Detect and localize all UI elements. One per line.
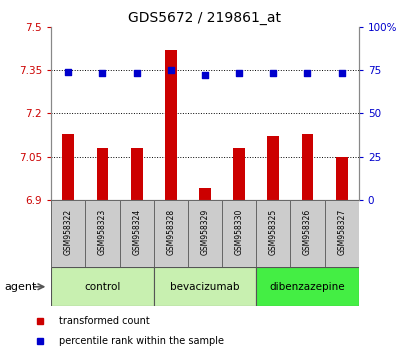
Bar <box>153 200 187 267</box>
Bar <box>164 50 176 200</box>
Bar <box>62 133 74 200</box>
Bar <box>267 136 279 200</box>
Text: GSM958326: GSM958326 <box>302 209 311 256</box>
Text: dibenzazepine: dibenzazepine <box>269 282 344 292</box>
Bar <box>290 200 324 267</box>
Bar <box>233 148 245 200</box>
Point <box>303 70 310 76</box>
Text: GSM958323: GSM958323 <box>98 209 107 256</box>
Point <box>201 72 208 78</box>
Point <box>99 70 106 76</box>
Bar <box>130 148 142 200</box>
Point <box>65 69 72 74</box>
Text: bevacizumab: bevacizumab <box>170 282 239 292</box>
Bar <box>256 267 358 306</box>
Bar <box>198 188 211 200</box>
Bar <box>85 200 119 267</box>
Bar <box>119 200 153 267</box>
Bar <box>324 200 358 267</box>
Text: GSM958325: GSM958325 <box>268 209 277 256</box>
Bar <box>222 200 256 267</box>
Bar <box>96 148 108 200</box>
Point <box>337 70 344 76</box>
Point <box>270 70 276 76</box>
Text: percentile rank within the sample: percentile rank within the sample <box>58 336 223 346</box>
Point <box>133 70 139 76</box>
Text: GSM958324: GSM958324 <box>132 209 141 256</box>
Text: control: control <box>84 282 120 292</box>
Text: GSM958327: GSM958327 <box>336 209 345 256</box>
Text: GSM958330: GSM958330 <box>234 209 243 256</box>
Bar <box>335 157 347 200</box>
Text: GSM958328: GSM958328 <box>166 209 175 255</box>
Bar <box>153 267 256 306</box>
Bar <box>301 133 313 200</box>
Point <box>167 67 174 73</box>
Text: GDS5672 / 219861_at: GDS5672 / 219861_at <box>128 11 281 25</box>
Bar <box>187 200 222 267</box>
Point <box>235 70 242 76</box>
Text: transformed count: transformed count <box>58 316 149 326</box>
Text: agent: agent <box>4 282 36 292</box>
Bar <box>51 267 153 306</box>
Text: GSM958329: GSM958329 <box>200 209 209 256</box>
Text: GSM958322: GSM958322 <box>64 209 73 255</box>
Bar <box>256 200 290 267</box>
Bar <box>51 200 85 267</box>
